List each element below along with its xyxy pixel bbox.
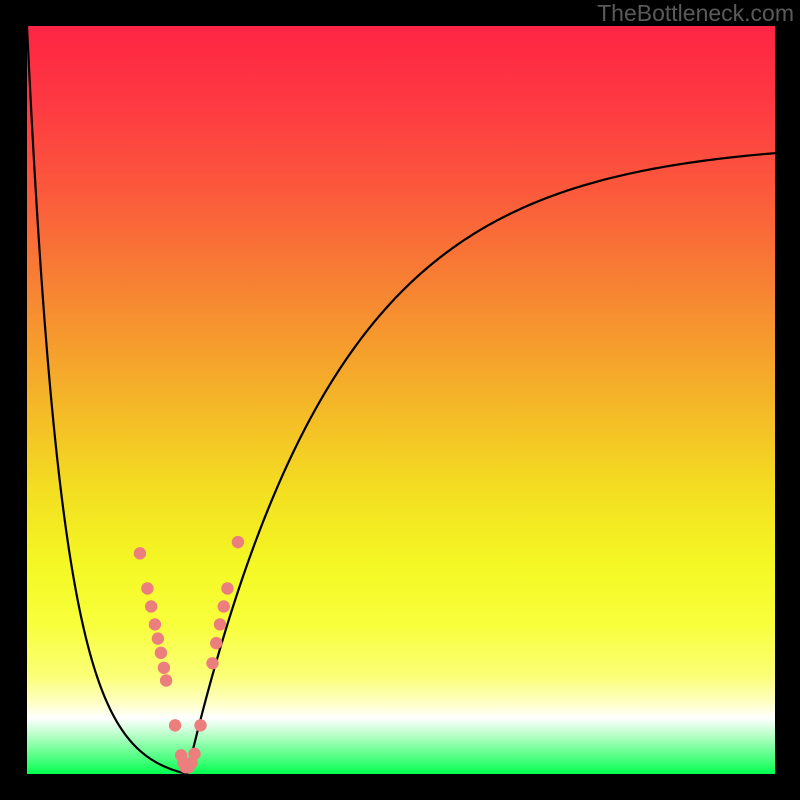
data-marker — [206, 657, 218, 669]
data-marker — [145, 600, 157, 612]
data-marker — [210, 637, 222, 649]
data-marker — [221, 582, 233, 594]
data-marker — [152, 632, 164, 644]
gradient-background — [27, 26, 775, 774]
data-marker — [169, 719, 181, 731]
data-marker — [188, 748, 200, 760]
data-marker — [149, 618, 161, 630]
chart-container: TheBottleneck.com — [0, 0, 800, 800]
data-marker — [194, 719, 206, 731]
bottleneck-curve-chart — [27, 26, 775, 774]
data-marker — [160, 674, 172, 686]
data-marker — [158, 662, 170, 674]
data-marker — [218, 600, 230, 612]
watermark-text: TheBottleneck.com — [597, 0, 794, 27]
data-marker — [214, 618, 226, 630]
data-marker — [141, 582, 153, 594]
data-marker — [134, 547, 146, 559]
data-marker — [155, 647, 167, 659]
data-marker — [232, 536, 244, 548]
